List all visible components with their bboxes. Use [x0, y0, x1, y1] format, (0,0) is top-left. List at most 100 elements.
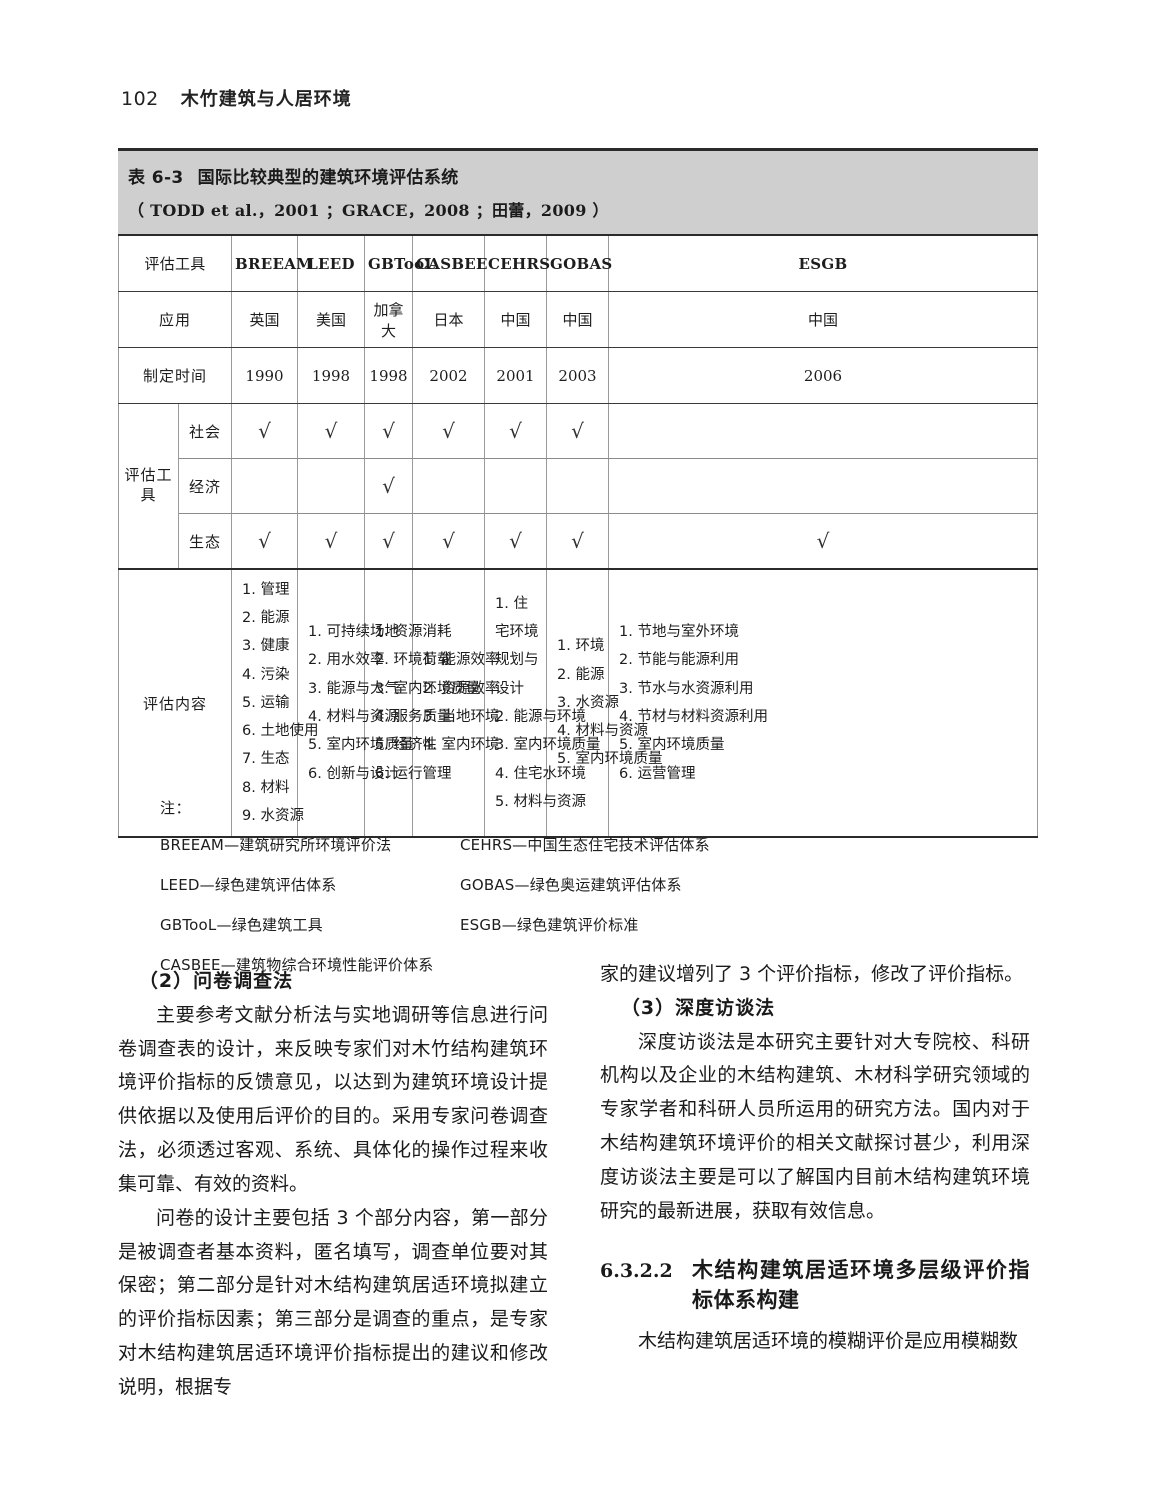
- check-icon: √: [382, 418, 395, 443]
- check-icon: √: [382, 473, 395, 498]
- check-cell-economy-5: [546, 458, 610, 514]
- content-list-item: 4. 材料与资源: [557, 723, 648, 740]
- content-list-item: 5. 室内环境质量: [308, 737, 414, 754]
- sub-label-economy: 经济: [177, 458, 233, 514]
- note-item: CASBEE—建筑物综合环境性能评价体系: [160, 956, 434, 974]
- subheading-questionnaire: （2）问卷调查法: [138, 970, 294, 992]
- year-value: 2003: [546, 347, 610, 404]
- section-heading: 6.3.2.2 木结构建筑居适环境多层级评价指标体系构建: [600, 1255, 1030, 1316]
- paragraph-left-1: 主要参考文献分析法与实地调研等信息进行问卷调查表的设计，来反映专家们对木竹结构建…: [118, 1003, 548, 1195]
- year-value: 1990: [231, 347, 299, 404]
- content-list-item: 2. 能源与环境: [495, 709, 586, 725]
- table-block: 表 6-3 国际比较典型的建筑环境评估系统 （ TODD et al.，2001 …: [117, 148, 1038, 838]
- content-cell-casbee: 1. 能源效率 2. 资源效率 3. 当地环境 4. 室内环境: [412, 568, 500, 838]
- check-cell-ecology-6: √: [608, 513, 1038, 570]
- check-cell-ecology-1: √: [297, 513, 366, 570]
- year-value: 1998: [297, 347, 366, 404]
- content-list-item: 3. 健康: [242, 638, 290, 655]
- section-title: 木结构建筑居适环境多层级评价指标体系构建: [692, 1257, 1030, 1312]
- check-icon: √: [324, 528, 338, 553]
- check-cell-ecology-5: √: [546, 513, 610, 570]
- note-item: LEED—绿色建筑评估体系: [160, 876, 337, 894]
- table-notes: 注： BREEAM—建筑研究所环境评价法 CEHRS—中国生态住宅技术评估体系 LE…: [160, 797, 1040, 994]
- content-list-item: 5. 运输: [242, 694, 290, 711]
- content-list: 1. 能源效率 2. 资源效率 3. 当地环境 4. 室内环境: [416, 646, 500, 759]
- check-cell-ecology-4: √: [484, 513, 548, 570]
- content-list-item: 6. 创新与设计: [308, 765, 399, 782]
- check-cell-ecology-3: √: [412, 513, 486, 570]
- row-label-year: 制定时间: [117, 347, 233, 404]
- page-number: 102: [121, 88, 159, 110]
- application-value: 中国: [608, 291, 1038, 348]
- content-list-item: 4. 节材与材料资源利用: [619, 709, 768, 725]
- content-list: 1. 住宅环境规划与设计 2. 能源与环境 3. 室内环境质量 4. 住宅水环境 5. …: [488, 590, 600, 816]
- paragraph-right-1: 深度访谈法是本研究主要针对大专院校、科研机构以及企业的木结构建筑、木材科学研究领…: [600, 1030, 1030, 1222]
- table-row-content: 评估内容 1. 管理 2. 能源 3. 健康 4. 污染 5. 运输 6. 土地使用 7. …: [117, 568, 1038, 838]
- check-icon: √: [324, 418, 338, 443]
- year-value: 2002: [412, 347, 486, 404]
- section-number: 6.3.2.2: [600, 1259, 673, 1282]
- content-list: 1. 资源消耗 2. 环境荷载 3. 室内环境质量 4. 服务质量 5. 经济性 6. 运…: [368, 618, 481, 788]
- year-value: 2001: [484, 347, 548, 404]
- content-list-item: 6. 土地使用: [242, 723, 319, 740]
- running-head: 102 木竹建筑与人居环境: [121, 85, 352, 111]
- content-list: 1. 管理 2. 能源 3. 健康 4. 污染 5. 运输 6. 土地使用 7. 生态 8. …: [235, 576, 319, 830]
- table-title: 国际比较典型的建筑环境评估系统: [197, 168, 459, 188]
- year-value: 2006: [608, 347, 1038, 404]
- content-list-item: 2. 资源效率: [423, 680, 500, 697]
- content-cell-leed: 1. 可持续场地 2. 用水效率 3. 能源与大气 4. 材料与资源 5. 室内环境质量…: [297, 568, 414, 838]
- system-name: CASBEE: [412, 234, 487, 292]
- caption-top-rule: [118, 148, 1038, 151]
- paragraph-right-continuation: 家的建议增列了 3 个评价指标，修改了评价指标。: [600, 963, 1024, 985]
- caption-source: （ TODD et al.，2001 ；GRACE，2008 ；田蕾，2009 …: [128, 201, 609, 220]
- content-list-item: 5. 室内环境质量: [557, 751, 663, 768]
- content-list-item: 1. 能源效率: [423, 652, 500, 669]
- row-label-application: 应用: [117, 291, 233, 348]
- system-name: ESGB: [608, 234, 1038, 292]
- application-value: 英国: [231, 291, 299, 348]
- content-list-item: 2. 能源: [242, 610, 290, 627]
- row-label-tools-group: 评估工具: [118, 403, 179, 570]
- content-list-item: 7. 生态: [242, 751, 290, 768]
- check-cell-economy-3: [412, 458, 486, 514]
- row-label-content: 评估内容: [117, 568, 233, 838]
- check-cell-social-0: √: [231, 403, 299, 459]
- system-name: GBTooL: [364, 234, 435, 292]
- body-column-left: （2）问卷调查法 主要参考文献分析法与实地调研等信息进行问卷调查表的设计，来反映…: [118, 965, 548, 1405]
- content-list-item: 1. 住宅环境规划与设计: [495, 595, 539, 697]
- check-cell-ecology-2: √: [364, 513, 414, 570]
- system-name: CEHRS: [484, 234, 550, 292]
- content-list: 1. 可持续场地 2. 用水效率 3. 能源与大气 4. 材料与资源 5. 室内环境质量…: [301, 618, 414, 788]
- application-value: 日本: [412, 291, 486, 348]
- content-cell-esgb: 1. 节地与室外环境 2. 节能与能源利用 3. 节水与水资源利用 4. 节材与材料资…: [608, 568, 1038, 838]
- content-list-item: 4. 住宅水环境: [495, 765, 586, 782]
- check-cell-social-4: √: [484, 403, 548, 459]
- caption-title-line: 表 6-3 国际比较典型的建筑环境评估系统: [128, 163, 1028, 188]
- content-list-item: 2. 用水效率: [308, 652, 385, 669]
- table-row-year: 制定时间 1990 1998 1998 2002 2001 2003 2006: [117, 347, 1038, 404]
- content-list-item: 1. 环境: [557, 638, 605, 655]
- application-value: 中国: [546, 291, 610, 348]
- table-row-social: 评估工具 社会 √ √ √ √ √ √: [118, 403, 1038, 570]
- check-cell-economy-1: [297, 458, 366, 514]
- note-row: GBTooL—绿色建筑工具 ESGB—绿色建筑评价标准: [160, 914, 1040, 935]
- content-list-item: 1. 资源消耗: [375, 624, 452, 641]
- content-list-item: 3. 能源与大气: [308, 680, 399, 697]
- table-row-tools: 评估工具 BREEAM LEED GBTooL CASBEE CEHRS GOB…: [117, 234, 1038, 292]
- check-icon: √: [509, 418, 522, 443]
- content-list-item: 1. 节地与室外环境: [619, 624, 739, 641]
- content-cell-breeam: 1. 管理 2. 能源 3. 健康 4. 污染 5. 运输 6. 土地使用 7. 生态 8. …: [231, 568, 319, 838]
- content-list-item: 3. 室内环境质量: [375, 680, 481, 697]
- note-row: CASBEE—建筑物综合环境性能评价体系: [160, 954, 1040, 975]
- check-icon: √: [258, 528, 271, 553]
- check-icon: √: [258, 418, 271, 443]
- note-item: GBTooL—绿色建筑工具: [160, 916, 323, 934]
- check-cell-economy-6: [608, 458, 1038, 514]
- check-icon: √: [442, 528, 455, 553]
- check-cell-social-6: [608, 403, 1038, 459]
- table-number: 表 6-3: [128, 168, 184, 188]
- content-list-item: 1. 管理: [242, 581, 290, 598]
- note-item: ESGB—绿色建筑评价标准: [460, 916, 639, 934]
- check-icon: √: [509, 528, 522, 553]
